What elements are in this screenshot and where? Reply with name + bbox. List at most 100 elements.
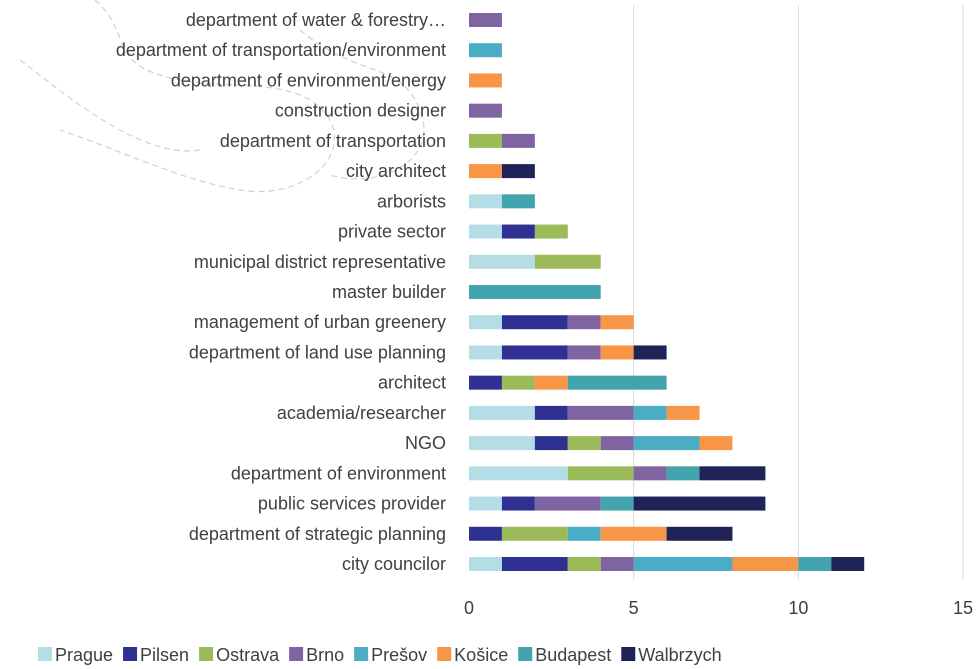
- legend-swatch: [621, 647, 636, 661]
- category-label: department of land use planning: [189, 342, 446, 362]
- bar-segment: [633, 496, 766, 511]
- category-label: department of transportation/environment: [116, 40, 446, 60]
- bar-segment: [501, 224, 535, 239]
- category-label: construction designer: [275, 101, 446, 121]
- bar-segment: [501, 375, 535, 390]
- bar-segment: [469, 254, 535, 269]
- bar-segment: [534, 254, 601, 269]
- legend-label: Walbrzych: [638, 645, 721, 665]
- legend-swatch: [199, 647, 214, 661]
- bar-segment: [501, 194, 535, 209]
- category-label: architect: [378, 373, 446, 393]
- bar-segment: [633, 405, 667, 420]
- x-tick-label: 0: [464, 598, 474, 618]
- category-labels: city councilor department of strategic pl…: [116, 10, 446, 574]
- decorative-curve: [59, 0, 336, 192]
- bar-segment: [469, 133, 502, 148]
- legend-swatch: [38, 647, 52, 661]
- category-label: city councilor: [342, 554, 446, 574]
- bar-segment: [798, 557, 832, 571]
- bar-segment: [469, 194, 502, 209]
- bar-segment: [567, 526, 601, 541]
- bar-segment: [469, 73, 502, 88]
- bar-segment: [666, 466, 700, 481]
- category-label: academia/researcher: [277, 403, 446, 423]
- bars: [469, 13, 865, 571]
- background-decoration: [19, 0, 425, 192]
- bar-segment: [567, 375, 667, 390]
- legend-label: Prague: [55, 645, 113, 665]
- bar-segment: [567, 436, 601, 451]
- bar-segment: [666, 405, 700, 420]
- legend-label: Ostrava: [216, 645, 280, 665]
- bar-segment: [469, 345, 502, 360]
- x-tick-label: 15: [953, 598, 973, 618]
- bar-segment: [469, 43, 502, 58]
- category-label: public services provider: [258, 494, 446, 514]
- legend-swatch: [354, 647, 369, 661]
- bar-segment: [600, 496, 634, 511]
- legend: Prague Pilsen Ostrava Brno Prešov Košice Budap…: [38, 645, 722, 665]
- decorative-curve: [19, 59, 201, 152]
- bar-segment: [469, 103, 502, 118]
- bar-segment: [469, 13, 502, 27]
- category-label: private sector: [338, 222, 446, 242]
- legend-label: Košice: [454, 645, 508, 665]
- bar-segment: [732, 557, 799, 571]
- category-label: management of urban greenery: [194, 312, 446, 332]
- bar-segment: [534, 496, 601, 511]
- bar-segment: [501, 496, 535, 511]
- bar-segment: [469, 164, 502, 179]
- category-label: NGO: [405, 433, 446, 453]
- bar-segment: [534, 224, 568, 239]
- bar-segment: [534, 405, 568, 420]
- legend-label: Brno: [306, 645, 344, 665]
- legend-label: Budapest: [535, 645, 611, 665]
- bar-segment: [501, 526, 568, 541]
- bar-segment: [469, 526, 502, 541]
- gridlines: [633, 5, 964, 580]
- bar-segment: [600, 436, 634, 451]
- x-tick-label: 5: [629, 598, 639, 618]
- legend-label: Prešov: [371, 645, 427, 665]
- bar-segment: [501, 557, 568, 571]
- category-label: master builder: [332, 282, 446, 302]
- legend-swatch: [518, 647, 533, 661]
- category-label: arborists: [377, 191, 446, 211]
- x-axis-tick-labels: 0 5 10 15: [464, 598, 973, 618]
- legend-swatch: [123, 647, 138, 661]
- bar-segment: [600, 315, 634, 330]
- bar-segment: [600, 526, 667, 541]
- category-label: department of environment/energy: [171, 70, 446, 90]
- bar-segment: [501, 315, 568, 330]
- x-tick-label: 10: [788, 598, 808, 618]
- bar-segment: [567, 345, 601, 360]
- category-label: department of strategic planning: [189, 524, 446, 544]
- bar-segment: [666, 526, 733, 541]
- bar-segment: [469, 285, 601, 299]
- bar-segment: [600, 345, 634, 360]
- bar-segment: [469, 375, 502, 390]
- bar-segment: [699, 436, 733, 451]
- bar-segment: [567, 405, 634, 420]
- bar-segment: [469, 466, 568, 481]
- bar-segment: [633, 345, 667, 360]
- bar-segment: [567, 315, 601, 330]
- category-label: department of transportation: [220, 131, 446, 151]
- bar-segment: [534, 375, 568, 390]
- bar-segment: [633, 557, 733, 571]
- bar-segment: [567, 466, 634, 481]
- bar-segment: [831, 557, 865, 571]
- category-label: city architect: [346, 161, 446, 181]
- bar-segment: [469, 315, 502, 330]
- bar-segment: [469, 405, 535, 420]
- bar-segment: [699, 466, 766, 481]
- bar-segment: [469, 496, 502, 511]
- bar-segment: [534, 436, 568, 451]
- decorative-curve: [299, 29, 425, 180]
- bar-segment: [633, 466, 667, 481]
- legend-swatch: [289, 647, 304, 661]
- bar-segment: [567, 557, 601, 571]
- bar-segment: [469, 557, 502, 571]
- bar-segment: [501, 345, 568, 360]
